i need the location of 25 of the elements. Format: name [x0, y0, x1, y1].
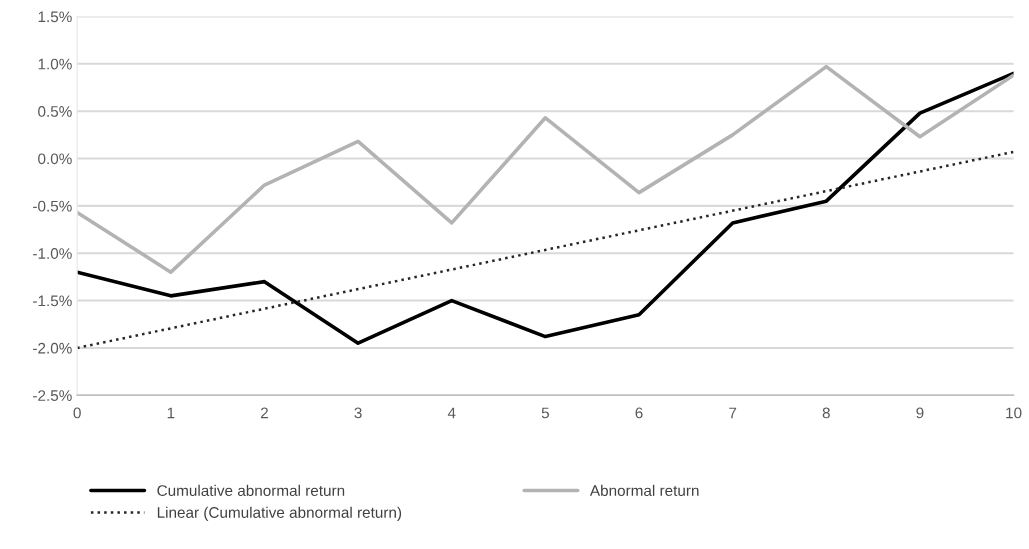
- x-tick-label: 2: [260, 407, 268, 419]
- x-tick-label: 4: [447, 407, 456, 419]
- y-tick-label: 1.5%: [38, 11, 72, 23]
- x-tick-label: 1: [167, 407, 175, 419]
- x-tick-label: 0: [73, 407, 81, 419]
- legend-label: Cumulative abnormal return: [157, 484, 345, 497]
- y-tick-label: -0.5%: [33, 200, 72, 212]
- x-tick-label: 7: [729, 407, 737, 419]
- legend-label: Abnormal return: [589, 484, 699, 497]
- y-tick-label: 0.0%: [38, 153, 72, 165]
- y-tick-label: -2.0%: [33, 342, 72, 354]
- line-series: [77, 71, 1014, 345]
- x-tick-label: 9: [916, 407, 924, 419]
- x-tick-label: 6: [635, 407, 643, 419]
- y-tick-label: -1.5%: [33, 295, 72, 307]
- y-tick-label: 1.0%: [38, 58, 72, 70]
- line-series: [77, 64, 1014, 274]
- y-tick-label: -2.5%: [33, 390, 72, 401]
- x-tick-label: 5: [541, 407, 549, 419]
- y-tick-label: -1.0%: [33, 248, 72, 259]
- x-tick-label: 3: [354, 407, 362, 419]
- legend-label: Linear (Cumulative abnormal return): [157, 506, 402, 521]
- x-tick-label: 10: [1006, 407, 1022, 419]
- y-tick-label: 0.5%: [38, 106, 72, 117]
- x-tick-label: 8: [822, 407, 830, 419]
